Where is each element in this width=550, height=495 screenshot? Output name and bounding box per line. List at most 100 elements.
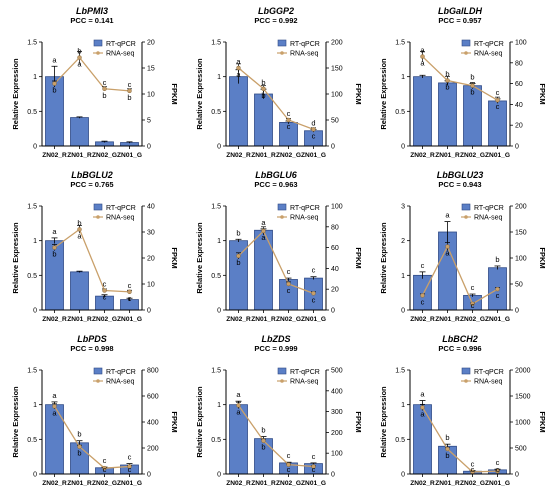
rnaseq-point [495,468,500,474]
x-tick-label: ZN01_R [435,480,460,487]
y2-tick-label: 0 [147,472,151,479]
bar-sig-letter: b [77,218,81,227]
y-tick-label: 0 [33,308,37,315]
line-sig-letter: a [420,59,425,68]
y2-tick-label: 80 [515,60,523,67]
y-tick-label: 1.5 [211,40,221,47]
x-tick-label: ZN02_R [226,316,251,323]
x-tick-label: ZN01_R [251,316,276,323]
legend-bar-swatch [277,203,287,211]
rnaseq-line [237,404,314,468]
line-sig-letter: c [471,301,475,310]
pcc-label: PCC = 0.963 [254,180,297,189]
bar-sig-letter: c [312,452,316,461]
chart-title: LbBGLU6 [255,170,297,180]
y-tick-label: 0 [33,144,37,151]
bar-sig-letter: b [445,433,449,442]
y-tick-label: 0.5 [27,437,37,444]
x-tick-label: ZN02_G [276,152,301,159]
rnaseq-line [238,67,314,130]
y2-tick-label: 100 [515,40,527,47]
rnaseq-point [286,117,291,123]
y2-tick-label: 0 [147,308,151,315]
y-axis-title: Relative Expression [195,386,204,458]
pcc-label: PCC = 0.943 [438,180,481,189]
y2-axis-title: FPKM [170,411,179,432]
y2-tick-label: 200 [515,204,527,211]
y-tick-label: 0 [217,144,221,151]
line-sig-letter: b [127,93,131,102]
x-tick-label: ZN01_R [251,480,276,487]
y2-tick-label: 200 [331,40,343,47]
rnaseq-point [445,446,450,452]
line-sig-letter: c [128,465,132,474]
line-sig-letter: b [52,86,56,95]
pcc-label: PCC = 0.999 [254,344,297,353]
bar [229,76,248,147]
legend-label: RT-qPCR [474,369,504,376]
line-sig-letter: c [128,294,132,303]
y2-tick-label: 20 [147,256,155,263]
y-axis-title: Relative Expression [11,222,20,294]
y-tick-label: 1.5 [395,40,405,47]
pcc-label: PCC = 0.765 [70,180,113,189]
rnaseq-line [421,245,498,305]
y2-axis-title: FPKM [354,83,363,104]
rnaseq-point [77,227,82,232]
rnaseq-point [495,97,500,103]
bar [70,271,89,311]
y-tick-label: 0.5 [395,109,405,116]
y2-tick-label: 200 [147,446,159,453]
rnaseq-point [236,403,241,408]
legend-label: RNA-seq [106,379,135,386]
y2-tick-label: 0 [331,144,335,151]
legend-line-point [280,51,284,55]
line-sig-letter: c [496,102,500,111]
bar-sig-letter: a [236,390,241,399]
bar-sig-letter: a [52,391,57,400]
legend-label: RT-qPCR [474,41,504,48]
rnaseq-point [261,438,266,443]
y2-tick-label: 150 [331,66,343,73]
y2-tick-label: 500 [515,446,527,453]
line-sig-letter: c [496,465,500,474]
rnaseq-point [311,464,316,469]
x-tick-label: ZN01_R [67,152,92,159]
bar-sig-letter: c [128,80,132,89]
legend-line-point [464,215,468,219]
rnaseq-point [52,81,57,86]
y2-tick-label: 100 [515,256,527,263]
x-tick-label: ZN02_G [92,316,117,323]
line-sig-letter: c [471,465,475,474]
y-axis-title: Relative Expression [11,58,20,130]
y-tick-label: 0 [401,308,405,315]
legend-label: RT-qPCR [290,41,320,48]
y-tick-label: 1 [401,273,405,280]
bar-sig-letter: c [471,460,475,469]
rnaseq-point [445,78,450,83]
rnaseq-point [495,286,500,292]
x-tick-label: ZN01_R [67,480,92,487]
rnaseq-point [286,281,291,287]
y2-tick-label: 200 [331,430,343,437]
y-tick-label: 1 [401,402,405,409]
bar-sig-letter: c [496,88,500,97]
y2-tick-label: 100 [331,451,343,458]
rnaseq-line [54,228,130,293]
y-tick-label: 1 [217,238,221,245]
chart-title: LbZDS [262,334,291,344]
y2-tick-label: 20 [331,287,339,294]
y2-tick-label: 0 [331,308,335,315]
line-sig-letter: a [261,233,266,242]
rnaseq-point [77,55,82,60]
y2-tick-label: 0 [147,144,151,151]
bar-sig-letter: c [103,78,107,87]
bar-sig-letter: b [261,426,265,435]
legend-label: RNA-seq [290,379,319,386]
legend-bar-swatch [93,367,103,375]
x-tick-label: ZN01_G [485,316,510,323]
y2-tick-label: 400 [147,420,159,427]
